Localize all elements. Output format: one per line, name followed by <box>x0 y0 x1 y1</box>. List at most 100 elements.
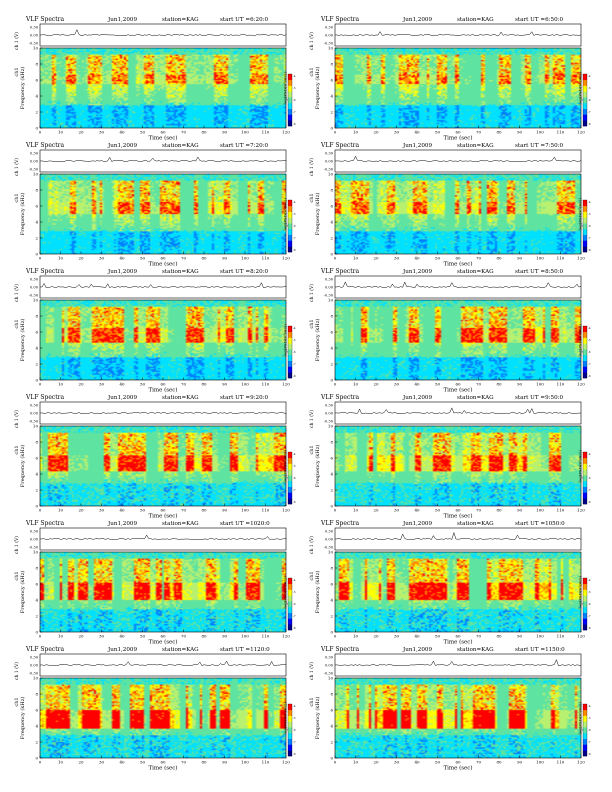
x-tick-label: 90 <box>517 256 523 261</box>
colorbar-swatch <box>288 732 292 739</box>
panel-start-time: start UT =1050:0 <box>515 521 565 527</box>
x-tick-label: 10 <box>353 634 359 639</box>
colorbar-tick-label: -8 <box>293 500 296 504</box>
waveform-tick-label: -0.30 <box>29 546 39 550</box>
y-tick-label: 10 <box>328 172 334 177</box>
colorbar-swatch <box>288 624 292 631</box>
waveform-tick-label: 0.30 <box>325 656 334 660</box>
y-tick-label: 8 <box>35 188 38 193</box>
colorbar-tick-label: -7 <box>293 614 296 618</box>
colorbar-swatch <box>583 486 587 493</box>
x-tick-label: 90 <box>222 760 228 765</box>
x-tick-label: 70 <box>181 130 187 135</box>
y-tick-label: 0 <box>35 252 38 257</box>
spectrogram-image <box>40 174 286 254</box>
colorbar-tick-label: -5 <box>293 464 296 468</box>
x-tick-label: 10 <box>58 256 64 261</box>
panel-start-time: start UT =7:50:0 <box>515 143 564 149</box>
waveform-tick-label: 0.00 <box>30 160 39 164</box>
x-tick-label: 50 <box>435 634 441 639</box>
x-tick-label: 110 <box>262 382 270 387</box>
colorbar-swatch <box>288 354 292 361</box>
waveform-tick-label: 0.30 <box>30 26 39 30</box>
colorbar-swatch <box>288 97 292 104</box>
x-tick-label: 80 <box>496 634 502 639</box>
colorbar-swatch <box>288 589 292 596</box>
colorbar-tick-label: -7 <box>293 110 296 114</box>
x-tick-label: 20 <box>373 508 379 513</box>
waveform-tick-label: 0.30 <box>325 278 334 282</box>
colorbar-tick-label: -5 <box>588 86 591 90</box>
waveform-trace <box>39 412 287 414</box>
x-tick-label: 70 <box>181 508 187 513</box>
x-axis-label: Time (sec) <box>443 513 472 520</box>
y-tick-label: 8 <box>35 62 38 67</box>
colorbar-swatch <box>583 102 587 109</box>
colorbar-tick-label: -7 <box>588 488 591 492</box>
colorbar-swatch <box>288 750 292 757</box>
y-tick-label: 6 <box>35 708 38 713</box>
y-tick-label: 0 <box>330 252 333 257</box>
x-tick-label: 110 <box>262 130 270 135</box>
colorbar-swatch <box>583 372 587 379</box>
colorbar-swatch <box>583 744 587 751</box>
x-tick-label: 110 <box>557 256 565 261</box>
colorbar-tick-label: -8 <box>588 374 591 378</box>
y-tick-label: 4 <box>330 346 333 351</box>
waveform-tick-label: 0.00 <box>30 412 39 416</box>
waveform-axis-label: ch 1 (V) <box>13 662 20 680</box>
spectrogram-image <box>40 48 286 128</box>
y-tick-label: 10 <box>33 424 39 429</box>
colorbar-swatch <box>288 744 292 751</box>
waveform-frame <box>334 653 582 677</box>
y-tick-label: 4 <box>330 724 333 729</box>
x-tick-label: 50 <box>140 760 146 765</box>
x-tick-label: 30 <box>99 634 105 639</box>
x-tick-label: 90 <box>222 382 228 387</box>
colorbar-frame <box>582 325 588 379</box>
x-axis-label: Time (sec) <box>443 135 472 142</box>
x-tick-label: 70 <box>181 760 187 765</box>
panel-date: Jun1,2009 <box>402 647 432 653</box>
colorbar-frame <box>582 199 588 253</box>
colorbar-swatch <box>288 452 292 459</box>
x-tick-label: 110 <box>262 508 270 513</box>
panel-svg: VLF Spectra Jun1,2009 station=KAG start UT … <box>13 268 296 394</box>
spectrogram-image <box>335 300 581 380</box>
panel-date: Jun1,2009 <box>107 395 137 401</box>
y-tick-label: 2 <box>35 236 38 241</box>
x-tick-label: 120 <box>577 508 585 513</box>
colorbar-swatch <box>583 498 587 505</box>
waveform-tick-label: 0.30 <box>30 656 39 660</box>
panel-start-time: start UT =6:20:0 <box>220 17 269 23</box>
y-tick-label: 6 <box>330 582 333 587</box>
colorbar-tick-label: -5 <box>293 716 296 720</box>
x-tick-label: 90 <box>222 256 228 261</box>
colorbar-swatch <box>288 727 292 734</box>
x-tick-label: 40 <box>414 382 420 387</box>
waveform-tick-label: -0.30 <box>324 420 334 424</box>
colorbar-swatch <box>583 349 587 356</box>
waveform-tick-label: 0.00 <box>325 664 334 668</box>
y-axis-label: Frequency (kHz) <box>314 319 321 362</box>
colorbar-swatch <box>288 578 292 585</box>
colorbar-swatch <box>583 601 587 608</box>
colorbar-swatch <box>583 595 587 602</box>
waveform-trace <box>334 155 582 162</box>
colorbar-tick-label: -4 <box>293 326 296 330</box>
colorbar-label: log(PSD(V²/Hz)) <box>578 576 583 609</box>
y-tick-label: 4 <box>330 598 333 603</box>
colorbar-tick-label: -4 <box>293 452 296 456</box>
x-tick-label: 30 <box>99 760 105 765</box>
x-tick-label: 100 <box>241 256 249 261</box>
colorbar-swatch <box>288 595 292 602</box>
colorbar-tick-label: -8 <box>588 626 591 630</box>
x-tick-label: 0 <box>334 760 337 765</box>
panel-svg: VLF Spectra Jun1,2009 station=KAG start UT … <box>308 394 591 520</box>
y-tick-label: 0 <box>330 126 333 131</box>
colorbar-swatch <box>583 457 587 464</box>
y-tick-label: 10 <box>33 172 39 177</box>
colorbar-tick-label: -5 <box>293 338 296 342</box>
x-tick-label: 100 <box>536 130 544 135</box>
y-tick-label: 2 <box>35 488 38 493</box>
